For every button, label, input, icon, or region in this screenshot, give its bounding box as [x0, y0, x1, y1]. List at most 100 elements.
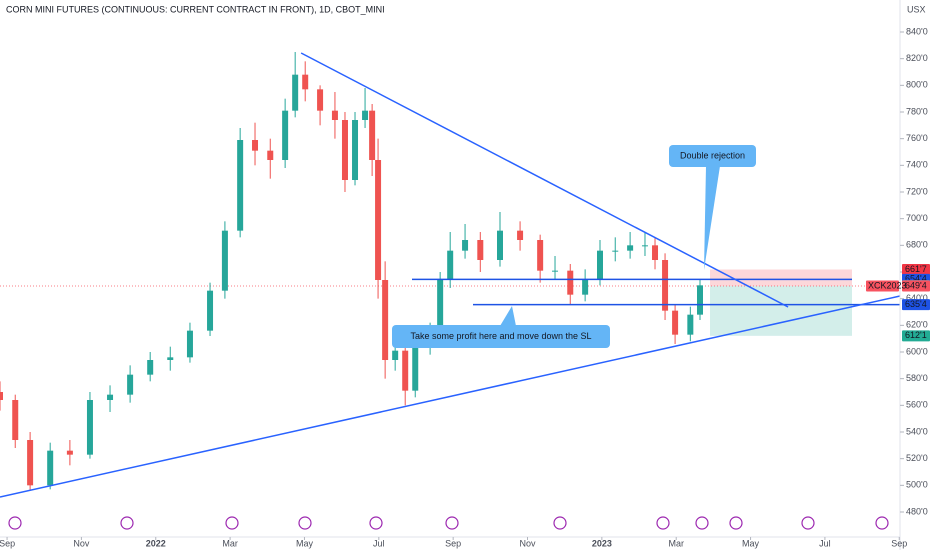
candle-body	[47, 450, 54, 486]
price-label-bg	[902, 264, 930, 275]
callout-pointer	[500, 306, 516, 326]
candle-body	[687, 314, 694, 335]
candle-body	[282, 110, 289, 160]
candle-body	[167, 357, 174, 360]
x-tick-label: Nov	[73, 538, 90, 548]
callout-box	[392, 325, 610, 348]
candle-body	[27, 440, 34, 486]
candle-body	[462, 240, 469, 251]
y-tick-label: 480'0	[906, 506, 928, 516]
candle-body	[127, 374, 134, 395]
price-label-bg	[902, 299, 930, 311]
y-tick-label: 500'0	[906, 480, 928, 490]
y-tick-label: 600'0	[906, 346, 928, 356]
candle-body	[662, 260, 669, 311]
x-tick-label: May	[742, 538, 760, 548]
x-tick-label: Mar	[222, 538, 238, 548]
x-tick-label: Jul	[373, 538, 385, 548]
candle-body	[292, 74, 299, 111]
y-tick-label: 540'0	[906, 426, 928, 436]
candle-body	[597, 250, 603, 280]
candle-body	[375, 160, 382, 280]
candle-body	[552, 270, 559, 272]
candle-body	[86, 400, 93, 455]
x-tick-label: Sep	[0, 538, 15, 548]
price-label: 649'4	[905, 280, 927, 290]
candle-body	[12, 400, 19, 440]
candle-body	[0, 392, 3, 400]
candle-body	[567, 270, 574, 295]
candle-body	[317, 89, 324, 111]
candle-body	[382, 280, 389, 360]
chart-title: CORN MINI FUTURES (CONTINUOUS: CURRENT C…	[6, 4, 385, 14]
candle-body	[369, 110, 376, 160]
y-tick-label: 620'0	[906, 320, 928, 330]
candle-body	[447, 250, 454, 280]
candle-body	[186, 330, 193, 358]
y-tick-label: 640'0	[906, 293, 928, 303]
candle-body	[697, 285, 703, 315]
candle-body	[147, 360, 154, 375]
candle-body	[237, 140, 244, 231]
y-tick-label: 820'0	[906, 53, 928, 63]
trend-line	[0, 295, 901, 498]
candle-body	[537, 240, 544, 271]
y-tick-label: 740'0	[906, 160, 928, 170]
candle-body	[107, 394, 114, 400]
candle-body	[362, 110, 369, 120]
candle-body	[477, 240, 484, 260]
candle-body	[641, 245, 648, 247]
x-tick-label: 2023	[592, 538, 612, 548]
candle-body	[302, 74, 309, 90]
plot-area	[0, 52, 901, 498]
price-label: 635'4	[905, 299, 927, 309]
y-tick-label: 680'0	[906, 240, 928, 250]
candle-body	[331, 110, 338, 120]
y-tick-label: 720'0	[906, 186, 928, 196]
callout-box	[669, 145, 756, 167]
price-label: 612'1	[905, 330, 927, 340]
target-zone	[710, 286, 852, 336]
price-label: 661'7	[905, 264, 927, 274]
x-tick-label: May	[296, 538, 314, 548]
candle-body	[66, 450, 73, 455]
candle-body	[207, 290, 214, 331]
candle-body	[221, 230, 228, 291]
y-tick-label: 700'0	[906, 213, 928, 223]
candle-body	[612, 250, 619, 252]
y-tick-label: 780'0	[906, 106, 928, 116]
y-tick-label: 800'0	[906, 80, 928, 90]
candle-body	[672, 310, 679, 335]
candle-body	[252, 140, 259, 151]
candle-body	[652, 245, 659, 260]
y-tick-label: 840'0	[906, 26, 928, 36]
candle-body	[352, 120, 359, 180]
trend-line	[300, 52, 789, 308]
price-label: 654'4	[905, 274, 927, 284]
callout-pointer	[704, 166, 720, 270]
price-label-bg	[902, 330, 930, 342]
candle-body	[437, 280, 444, 331]
x-tick-label: Sep	[891, 538, 907, 548]
x-tick-label: 2022	[146, 538, 166, 548]
y-tick-label: 760'0	[906, 133, 928, 143]
event-icons	[8, 516, 889, 530]
stop-zone	[710, 269, 852, 286]
x-tick-label: Mar	[668, 538, 684, 548]
candle-body	[392, 350, 399, 360]
x-tick-label: Nov	[520, 538, 537, 548]
symbol-label-bg	[866, 280, 899, 292]
y-tick-label: 560'0	[906, 400, 928, 410]
candle-body	[497, 230, 503, 260]
currency: USX	[907, 4, 926, 14]
callout-text: Take some profit here and move down the …	[410, 331, 591, 341]
y-tick-label: 580'0	[906, 373, 928, 383]
candle-body	[402, 350, 409, 391]
candle-body	[412, 345, 419, 391]
y-tick-label: 520'0	[906, 453, 928, 463]
price-label-bg	[902, 280, 930, 292]
symbol-label: XCK2023	[868, 280, 907, 290]
candle-body	[627, 245, 634, 251]
